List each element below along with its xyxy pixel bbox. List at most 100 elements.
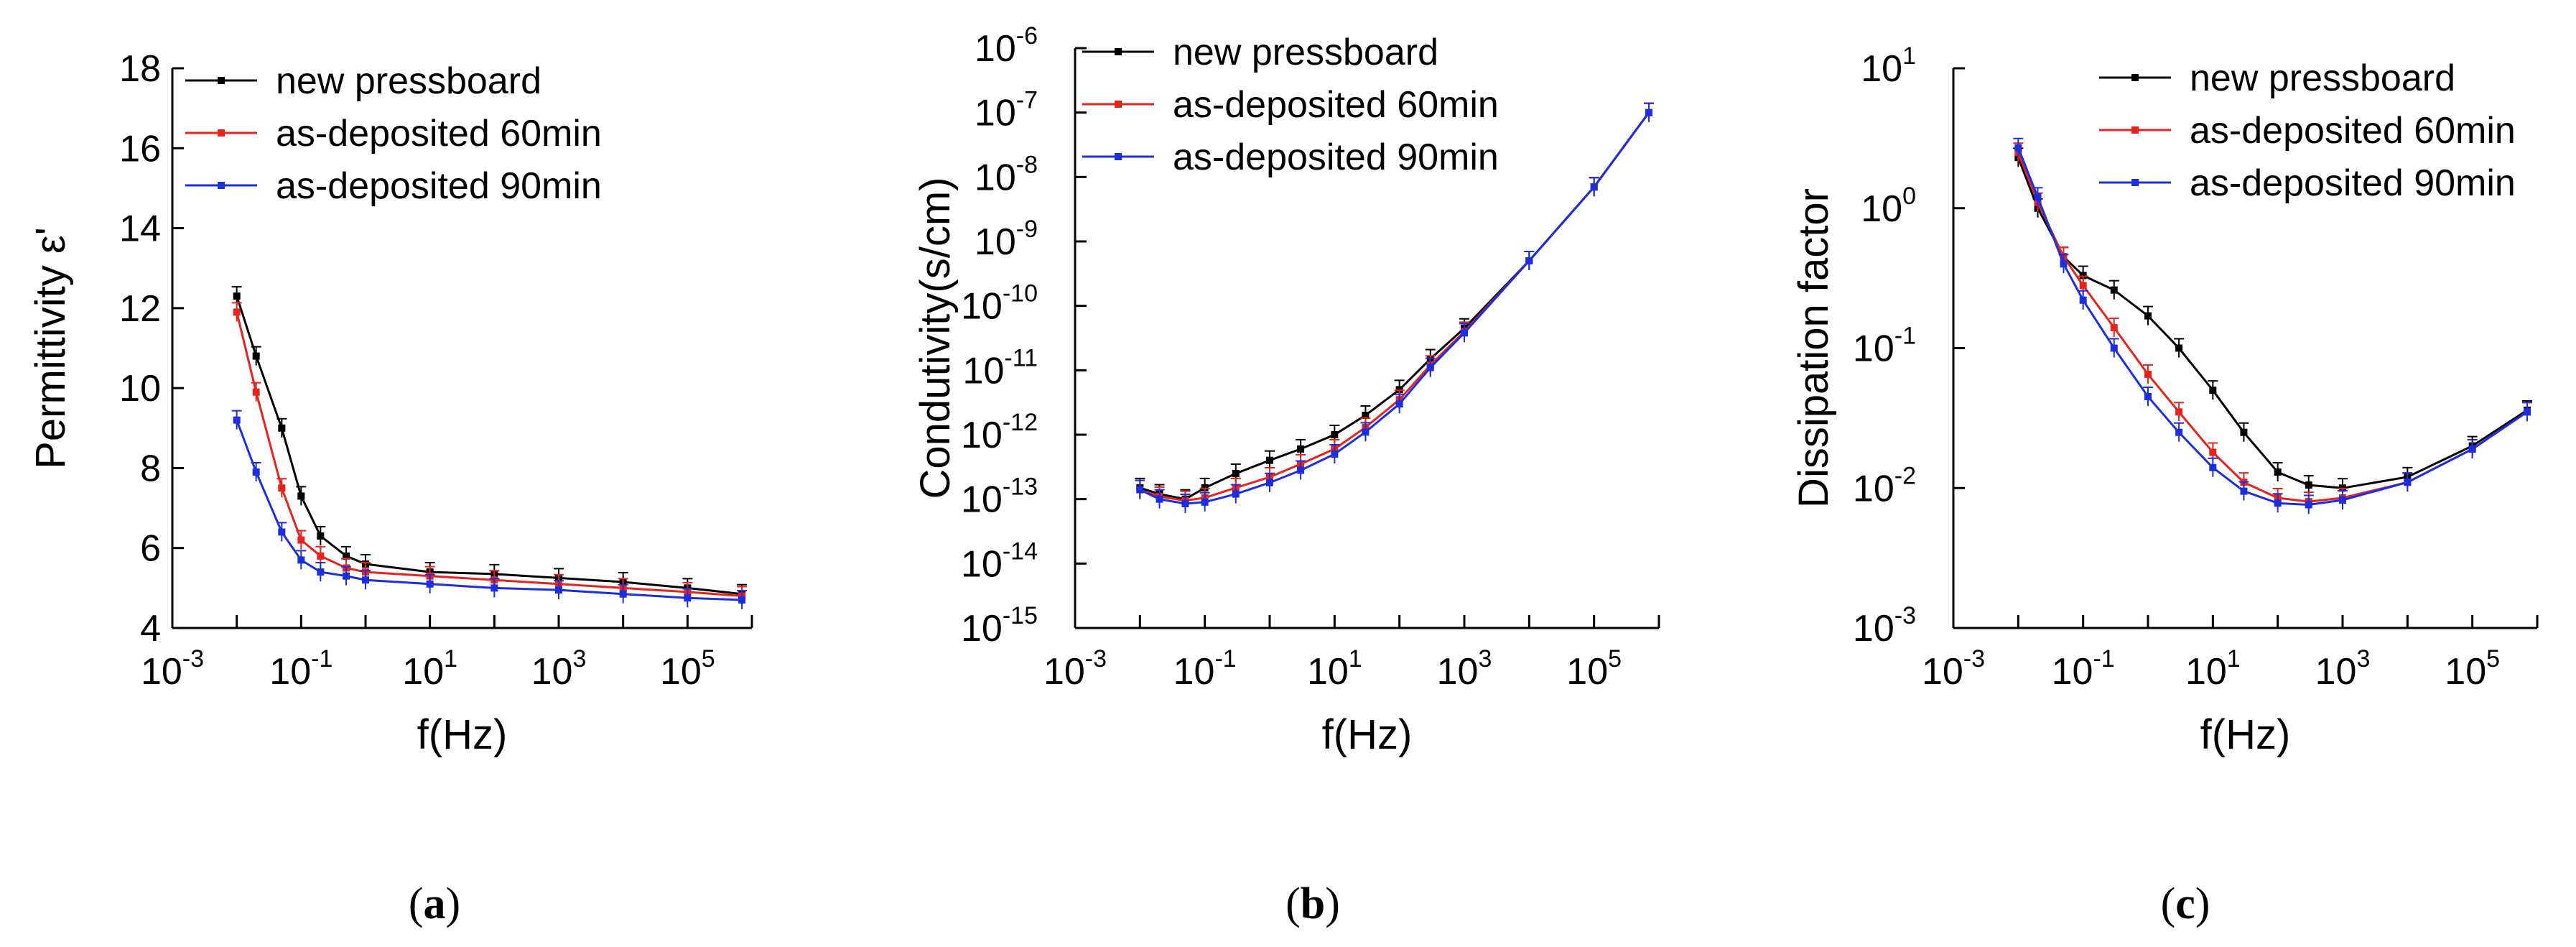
x-tick-base: 10 [269,651,311,693]
y-tick-label: 10-7 [975,87,1038,134]
y-axis-title: Dissipation factor [1790,188,1837,508]
legend-marker [1115,48,1122,55]
x-tick-exponent: -1 [2093,645,2114,673]
y-tick-label: 10-1 [1853,323,1916,370]
chart-c: 10-3 10-1 101 103 10510110010-110-210-3f(Hz)… [1790,42,2539,758]
x-tick-exponent: -3 [1963,645,1985,673]
x-tick-base: 10 [531,651,573,693]
y-tick-base: 10 [963,350,1005,392]
x-tick-base: 10 [1437,651,1479,693]
legend-marker [2131,179,2139,186]
y-tick-label: 10-14 [961,537,1038,585]
x-tick-exponent: 1 [1349,645,1362,673]
x-tick-base: 10 [402,651,444,693]
legend-marker [218,77,225,84]
x-tick-exponent: -1 [1214,645,1236,673]
x-axis-title: f(Hz) [1322,711,1413,758]
y-tick-base: 10 [975,221,1016,263]
y-tick-exponent: -15 [1003,602,1038,629]
x-tick-label: 10-3 [141,645,204,693]
y-tick-label: 18 [119,48,161,90]
series-2 [1135,102,1655,513]
y-tick-label: 10-12 [961,409,1038,456]
x-tick-base: 10 [1173,651,1215,693]
legend-marker [218,129,225,137]
y-tick-base: 10 [1853,328,1894,370]
y-tick-base: 10 [975,28,1016,70]
x-tick-label: 10-3 [1922,645,1985,693]
y-tick-label: 10-15 [961,602,1038,650]
legend-label: as-deposited 60min [2190,110,2516,152]
x-tick-exponent: 3 [1478,645,1492,673]
x-tick-base: 10 [1922,651,1963,693]
x-tick-base: 10 [1043,651,1085,693]
x-tick-exponent: 3 [2356,645,2370,673]
x-tick-label: 10-1 [269,645,333,693]
x-tick-exponent: 3 [572,645,586,673]
y-tick-base: 10 [961,608,1003,650]
y-tick-label: 4 [140,608,161,650]
x-tick-base: 10 [1566,651,1608,693]
y-tick-label: 10-10 [961,280,1038,328]
caption-b-letter: b [1301,879,1325,928]
y-tick-label: 101 [1861,42,1916,90]
legend-label: new pressboard [2190,57,2455,99]
y-tick-exponent: -3 [1894,602,1916,629]
x-tick-label: 10-1 [1173,645,1237,693]
caption-a: (a) [409,879,460,928]
series-2 [231,410,748,610]
x-tick-label: 10-1 [2052,645,2115,693]
chart-a: 10-3 10-1 101 103 1054681012141618f(Hz)Permi… [27,48,753,758]
x-tick-base: 10 [2445,651,2486,693]
x-tick-exponent: -3 [182,645,204,673]
x-tick-label: 103 [2315,645,2371,693]
y-tick-label: 10 [119,368,161,410]
caption-c: (c) [2161,879,2210,928]
y-tick-base: 10 [1861,188,1902,230]
y-axis-title: Permittivity ε' [27,227,74,469]
legend-label: as-deposited 90min [276,165,602,207]
y-tick-base: 10 [1861,48,1902,90]
x-tick-exponent: 5 [2486,645,2500,673]
x-tick-exponent: 1 [2227,645,2241,673]
y-tick-base: 10 [975,93,1016,134]
legend-marker [2131,74,2139,81]
legend-label: new pressboard [1173,32,1438,73]
caption-c-letter: c [2175,879,2195,928]
x-tick-label: 103 [1437,645,1492,693]
x-tick-label: 101 [1307,645,1362,693]
y-tick-label: 10-2 [1853,462,1916,509]
y-tick-exponent: -2 [1894,462,1916,489]
y-tick-exponent: 0 [1902,183,1916,210]
y-tick-label: 6 [140,528,161,570]
legend-marker [1115,153,1122,160]
chart-b: 10-3 10-1 101 103 10510-610-710-810-910-1010… [912,22,1660,758]
y-tick-exponent: -12 [1003,409,1038,436]
y-tick-label: 10-8 [975,151,1038,198]
caption-b: (b) [1285,879,1340,928]
series-2 [2013,137,2533,514]
y-tick-label: 16 [119,128,161,170]
y-tick-exponent: -7 [1016,87,1038,114]
legend-label: new pressboard [276,60,541,102]
y-tick-base: 10 [961,415,1003,456]
y-tick-base: 10 [961,479,1003,521]
y-tick-exponent: -1 [1894,323,1916,350]
caption-a-letter: a [424,879,446,928]
legend-label: as-deposited 90min [2190,162,2516,204]
x-tick-base: 10 [1307,651,1349,693]
x-axis-title: f(Hz) [2200,711,2291,758]
x-tick-label: 105 [660,645,715,693]
x-tick-label: 101 [402,645,457,693]
y-tick-label: 10-11 [963,344,1038,392]
y-tick-exponent: -9 [1016,216,1038,243]
legend-label: as-deposited 60min [276,113,602,154]
y-tick-base: 10 [1853,468,1894,509]
legend-label: as-deposited 60min [1173,84,1499,126]
x-tick-base: 10 [660,651,702,693]
y-tick-label: 10-6 [975,22,1038,70]
y-tick-base: 10 [961,286,1003,328]
x-tick-label: 105 [2445,645,2500,693]
